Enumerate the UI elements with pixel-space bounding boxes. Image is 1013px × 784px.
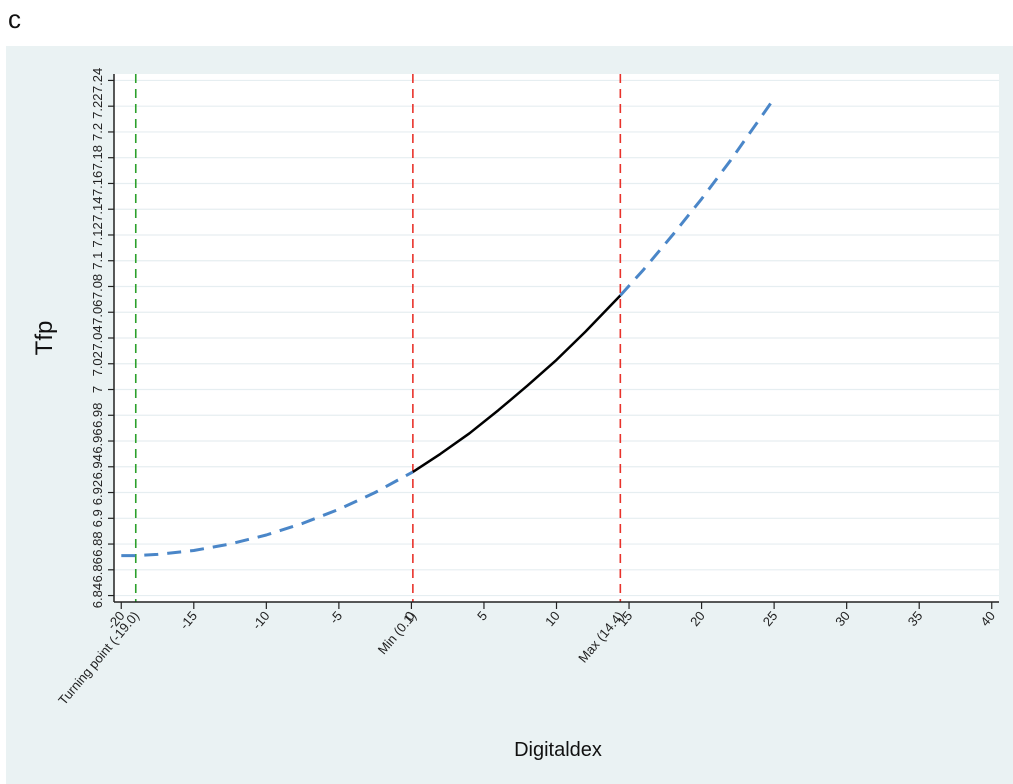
reference-line-label: Turning point (-19.0) <box>55 608 142 708</box>
y-tick-label: 7.24 <box>90 68 105 93</box>
fitted-curve-solid <box>412 294 622 473</box>
y-axis-ticks: 6.846.866.88 6.9 6.926.946.966.98 7 7.027.04… <box>90 68 114 608</box>
y-tick-label: 7.12 <box>90 222 105 247</box>
tfp-digitaldex-chart: -20 -15 -10 -5 0 5 10 15 20 25 30 35 40 6.846.866.88… <box>31 68 999 761</box>
y-tick-label: 7.18 <box>90 145 105 170</box>
y-tick-label: 7 <box>90 386 105 393</box>
y-tick-label: 7.04 <box>90 325 105 350</box>
x-tick-label: 25 <box>760 608 781 629</box>
y-tick-label: 6.9 <box>90 509 105 527</box>
x-tick-label: 30 <box>832 608 853 629</box>
y-tick-label: 6.98 <box>90 403 105 428</box>
y-tick-label: 6.94 <box>90 454 105 479</box>
y-tick-label: 7.22 <box>90 94 105 119</box>
y-tick-label: 6.92 <box>90 480 105 505</box>
x-axis-title: Digitaldex <box>514 739 602 761</box>
x-tick-label: 5 <box>474 608 490 623</box>
x-tick-label: -15 <box>177 608 201 632</box>
x-axis-ticks: -20 -15 -10 -5 0 5 10 15 20 25 30 35 40 <box>104 602 998 632</box>
x-tick-label: -5 <box>326 608 345 626</box>
series-lines <box>121 97 776 558</box>
y-tick-label: 6.88 <box>90 531 105 556</box>
reference-line-label: Min (0.1) <box>375 608 419 657</box>
y-tick-label: 7.14 <box>90 197 105 222</box>
y-axis-title: Tfp <box>31 321 58 356</box>
x-tick-label: -10 <box>249 608 273 632</box>
gridlines <box>114 79 999 597</box>
y-tick-label: 7.08 <box>90 274 105 299</box>
y-tick-label: 7.02 <box>90 351 105 376</box>
x-tick-label: 10 <box>542 608 563 629</box>
reference-line-labels: Turning point (-19.0) Min (0.1) Max (14.4) <box>55 608 626 708</box>
y-tick-label: 7.16 <box>90 171 105 196</box>
y-tick-label: 6.96 <box>90 428 105 453</box>
y-tick-label: 7.1 <box>90 252 105 270</box>
fitted-curve-dashed <box>619 97 776 297</box>
y-tick-label: 7.2 <box>90 123 105 141</box>
x-tick-label: 40 <box>977 608 998 629</box>
fitted-curve-dashed <box>121 470 414 558</box>
y-tick-label: 7.06 <box>90 300 105 325</box>
y-tick-label: 6.86 <box>90 557 105 582</box>
y-tick-label: 6.84 <box>90 583 105 608</box>
chart-area: -20 -15 -10 -5 0 5 10 15 20 25 30 35 40 6.84 6.86 6.88… <box>6 46 1013 784</box>
x-tick-label: 35 <box>905 608 926 629</box>
reference-lines <box>134 74 622 602</box>
reference-line-label: Max (14.4) <box>575 608 626 665</box>
panel-label: c <box>8 4 21 34</box>
x-tick-label: 20 <box>687 608 708 629</box>
